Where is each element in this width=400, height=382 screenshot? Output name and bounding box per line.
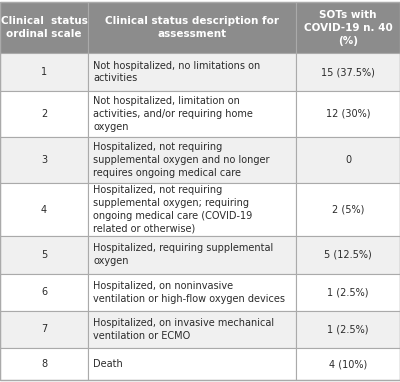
Text: 1 (2.5%): 1 (2.5%) [327, 324, 369, 334]
Bar [0, 2, 88, 53]
Text: 5 (12.5%): 5 (12.5%) [324, 250, 372, 260]
Text: 4: 4 [41, 205, 47, 215]
Text: 8: 8 [41, 359, 47, 369]
Bar [0, 348, 88, 380]
Bar [0, 311, 88, 348]
Bar [88, 348, 296, 380]
Bar [0, 137, 88, 183]
Bar [0, 274, 88, 311]
Text: 1: 1 [41, 67, 47, 77]
Bar [296, 311, 400, 348]
Text: 4 (10%): 4 (10%) [329, 359, 367, 369]
Text: 15 (37.5%): 15 (37.5%) [321, 67, 375, 77]
Text: 3: 3 [41, 155, 47, 165]
Text: 12 (30%): 12 (30%) [326, 109, 370, 119]
Bar [296, 183, 400, 236]
Text: Clinical  status
ordinal scale: Clinical status ordinal scale [0, 16, 88, 39]
Text: 6: 6 [41, 287, 47, 297]
Text: 5: 5 [41, 250, 47, 260]
Bar [88, 274, 296, 311]
Text: 0: 0 [345, 155, 351, 165]
Bar [296, 53, 400, 91]
Text: Clinical status description for
assessment: Clinical status description for assessme… [105, 16, 279, 39]
Bar [296, 91, 400, 137]
Text: 2 (5%): 2 (5%) [332, 205, 364, 215]
Text: Not hospitalized, limitation on
activities, and/or requiring home
oxygen: Not hospitalized, limitation on activiti… [93, 96, 253, 132]
Bar [88, 2, 296, 53]
Text: Hospitalized, not requiring
supplemental oxygen; requiring
ongoing medical care : Hospitalized, not requiring supplemental… [93, 185, 252, 234]
Bar [296, 137, 400, 183]
Text: Hospitalized, requiring supplemental
oxygen: Hospitalized, requiring supplemental oxy… [93, 243, 274, 266]
Text: Death: Death [93, 359, 123, 369]
Bar [0, 53, 88, 91]
Text: 7: 7 [41, 324, 47, 334]
Text: Hospitalized, on noninvasive
ventilation or high-flow oxygen devices: Hospitalized, on noninvasive ventilation… [93, 281, 285, 304]
Text: Hospitalized, not requiring
supplemental oxygen and no longer
requires ongoing m: Hospitalized, not requiring supplemental… [93, 142, 270, 178]
Bar [88, 311, 296, 348]
Bar [88, 183, 296, 236]
Text: Hospitalized, on invasive mechanical
ventilation or ECMO: Hospitalized, on invasive mechanical ven… [93, 318, 274, 341]
Bar [296, 2, 400, 53]
Bar [296, 274, 400, 311]
Bar [0, 183, 88, 236]
Bar [88, 137, 296, 183]
Bar [88, 53, 296, 91]
Text: Not hospitalized, no limitations on
activities: Not hospitalized, no limitations on acti… [93, 61, 260, 84]
Text: SOTs with
COVID-19 n. 40
(%): SOTs with COVID-19 n. 40 (%) [304, 10, 392, 45]
Bar [88, 91, 296, 137]
Bar [296, 348, 400, 380]
Bar [0, 236, 88, 274]
Bar [88, 236, 296, 274]
Bar [0, 91, 88, 137]
Bar [296, 236, 400, 274]
Text: 1 (2.5%): 1 (2.5%) [327, 287, 369, 297]
Text: 2: 2 [41, 109, 47, 119]
